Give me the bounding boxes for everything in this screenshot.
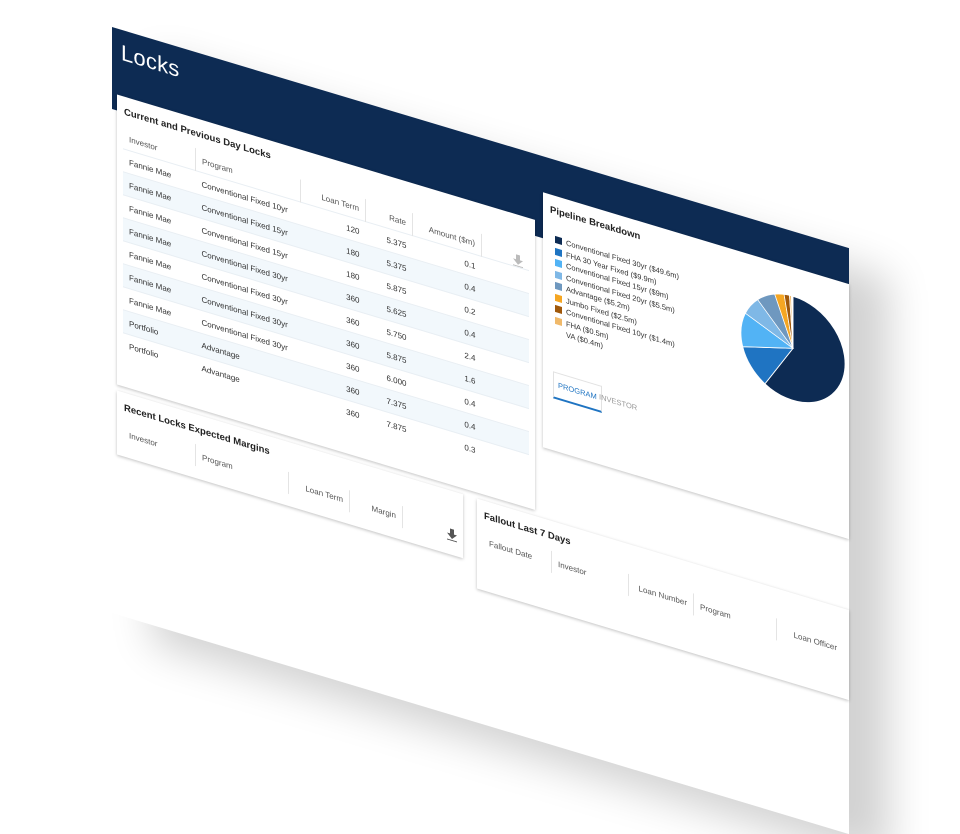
legend-swatch bbox=[555, 305, 562, 315]
col-loan-officer[interactable]: Loan Officer bbox=[793, 629, 837, 652]
legend-swatch bbox=[555, 328, 562, 338]
col-program[interactable]: Program bbox=[195, 444, 289, 494]
tab-investor[interactable]: INVESTOR bbox=[599, 392, 638, 413]
col-loan-number[interactable]: Loan Number bbox=[628, 573, 694, 616]
pie-slice[interactable] bbox=[791, 295, 794, 349]
legend-swatch bbox=[555, 270, 562, 280]
legend-swatch bbox=[555, 259, 562, 269]
legend-swatch bbox=[555, 247, 562, 257]
legend-swatch bbox=[555, 236, 562, 246]
locks-card: Current and Previous Day Locks Investor … bbox=[117, 94, 535, 510]
margins-card: Recent Locks Expected Margins Investor P… bbox=[117, 390, 463, 559]
col-loan-term[interactable]: Loan Term bbox=[288, 471, 350, 513]
legend-swatch bbox=[555, 316, 562, 326]
dashboard-panel: Locks Current and Previous Day Locks Inv… bbox=[112, 27, 849, 834]
col-investor[interactable]: Investor bbox=[551, 550, 629, 596]
col-spacer bbox=[403, 506, 454, 543]
pipeline-pie-chart bbox=[740, 288, 846, 416]
download-icon[interactable] bbox=[513, 252, 523, 269]
pie-slice[interactable] bbox=[764, 288, 846, 416]
pipeline-legend: Conventional Fixed 30yr ($49.6m) FHA 30 Y… bbox=[555, 234, 679, 375]
fallout-table: Fallout Date Investor Loan Number Progra… bbox=[483, 530, 843, 660]
fallout-card: Fallout Last 7 Days Fallout Date Investo… bbox=[477, 498, 849, 701]
legend-swatch bbox=[555, 282, 562, 292]
pipeline-card: Pipeline Breakdown Conventional Fixed 30… bbox=[543, 192, 849, 540]
legend-swatch bbox=[555, 293, 562, 303]
page-title: Locks bbox=[121, 39, 180, 83]
col-margin[interactable]: Margin bbox=[349, 490, 403, 529]
col-program[interactable]: Program bbox=[693, 593, 777, 641]
download-icon[interactable] bbox=[447, 527, 457, 543]
fallout-table-header: Fallout Date Investor Loan Number Progra… bbox=[483, 530, 843, 660]
